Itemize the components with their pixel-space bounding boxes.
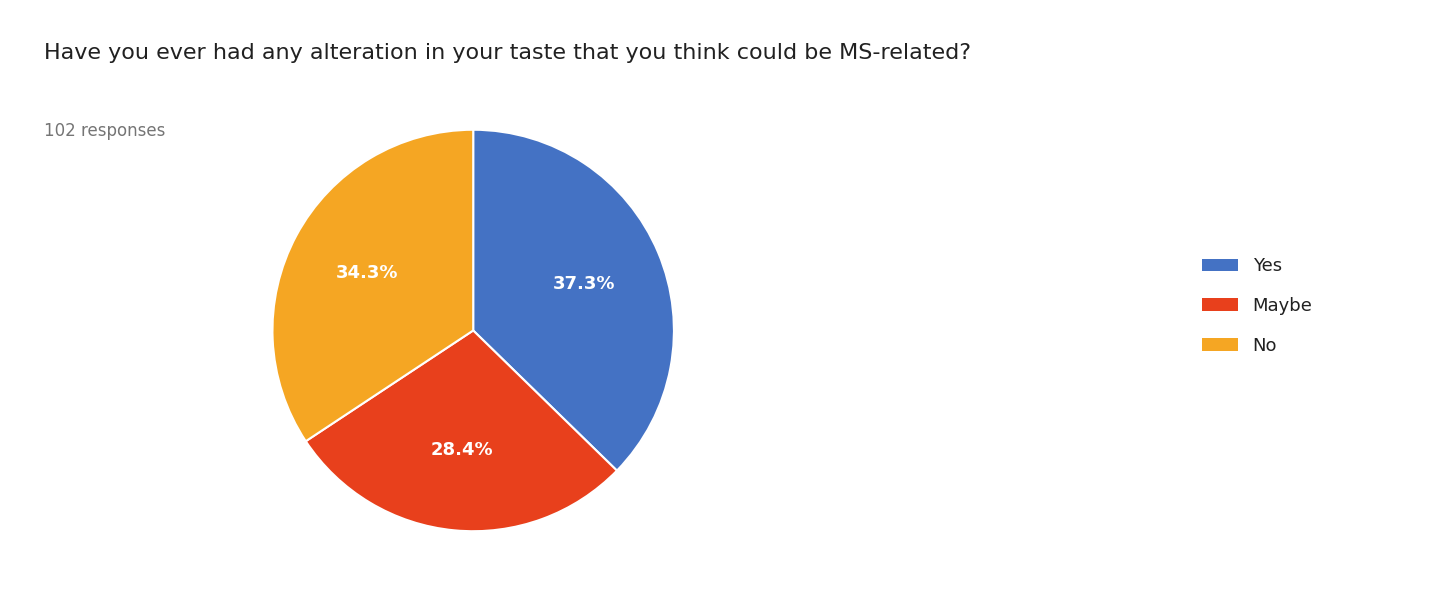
Text: Have you ever had any alteration in your taste that you think could be MS-relate: Have you ever had any alteration in your…: [44, 43, 971, 63]
Text: 102 responses: 102 responses: [44, 122, 165, 140]
Text: 28.4%: 28.4%: [431, 441, 494, 460]
Legend: Yes, Maybe, No: Yes, Maybe, No: [1184, 239, 1331, 373]
Text: 34.3%: 34.3%: [336, 264, 399, 283]
Wedge shape: [272, 130, 473, 441]
Text: 37.3%: 37.3%: [553, 275, 616, 293]
Wedge shape: [473, 130, 674, 471]
Wedge shape: [306, 330, 617, 531]
